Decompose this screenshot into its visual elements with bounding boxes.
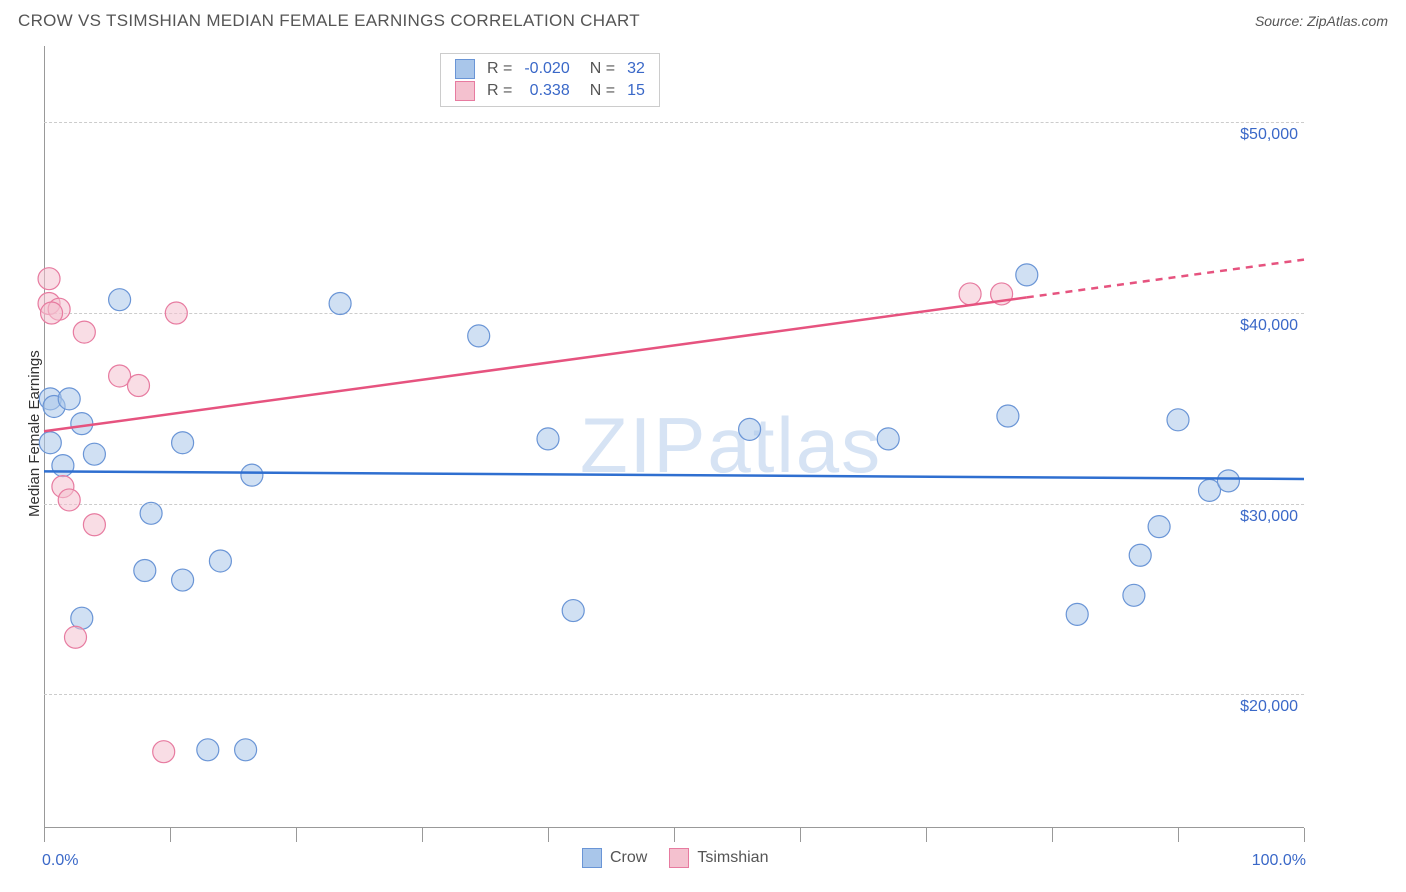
data-point [562, 600, 584, 622]
data-point [153, 741, 175, 763]
data-point [959, 283, 981, 305]
data-point [71, 413, 93, 435]
data-point [1123, 584, 1145, 606]
data-point [1167, 409, 1189, 431]
legend-item: Crow [582, 848, 647, 868]
data-point [1217, 470, 1239, 492]
data-point [52, 455, 74, 477]
data-point [128, 375, 150, 397]
data-point [468, 325, 490, 347]
legend-item: Tsimshian [669, 848, 768, 868]
data-point [58, 388, 80, 410]
data-point [83, 514, 105, 536]
n-label: N = [576, 58, 621, 80]
data-point [134, 560, 156, 582]
data-point [140, 502, 162, 524]
data-point [241, 464, 263, 486]
trend-line [44, 471, 1304, 479]
r-value: 0.338 [518, 80, 575, 102]
data-point [1016, 264, 1038, 286]
data-point [235, 739, 257, 761]
data-point [197, 739, 219, 761]
correlation-legend: R =-0.020N =32 R =0.338N =15 [440, 53, 660, 107]
data-point [209, 550, 231, 572]
trend-line [44, 297, 1027, 431]
data-point [109, 289, 131, 311]
data-point [1129, 544, 1151, 566]
data-point [73, 321, 95, 343]
data-point [165, 302, 187, 324]
series-legend: Crow Tsimshian [582, 848, 768, 868]
n-value: 15 [621, 80, 651, 102]
legend-swatch [455, 81, 475, 101]
data-point [537, 428, 559, 450]
plot-layer [0, 0, 1406, 892]
legend-label: Tsimshian [697, 849, 768, 867]
r-value: -0.020 [518, 58, 575, 80]
data-point [39, 432, 61, 454]
data-point [38, 268, 60, 290]
data-point [329, 292, 351, 314]
data-point [65, 626, 87, 648]
legend-swatch [669, 848, 689, 868]
n-label: N = [576, 80, 621, 102]
n-value: 32 [621, 58, 651, 80]
data-point [172, 432, 194, 454]
data-point [41, 302, 63, 324]
data-point [739, 418, 761, 440]
data-point [58, 489, 80, 511]
data-point [172, 569, 194, 591]
legend-swatch [582, 848, 602, 868]
data-point [1066, 603, 1088, 625]
trend-line-dashed [1027, 260, 1304, 298]
r-label: R = [481, 80, 518, 102]
data-point [83, 443, 105, 465]
legend-swatch [455, 59, 475, 79]
data-point [1148, 516, 1170, 538]
data-point [877, 428, 899, 450]
data-point [997, 405, 1019, 427]
legend-label: Crow [610, 849, 647, 867]
r-label: R = [481, 58, 518, 80]
